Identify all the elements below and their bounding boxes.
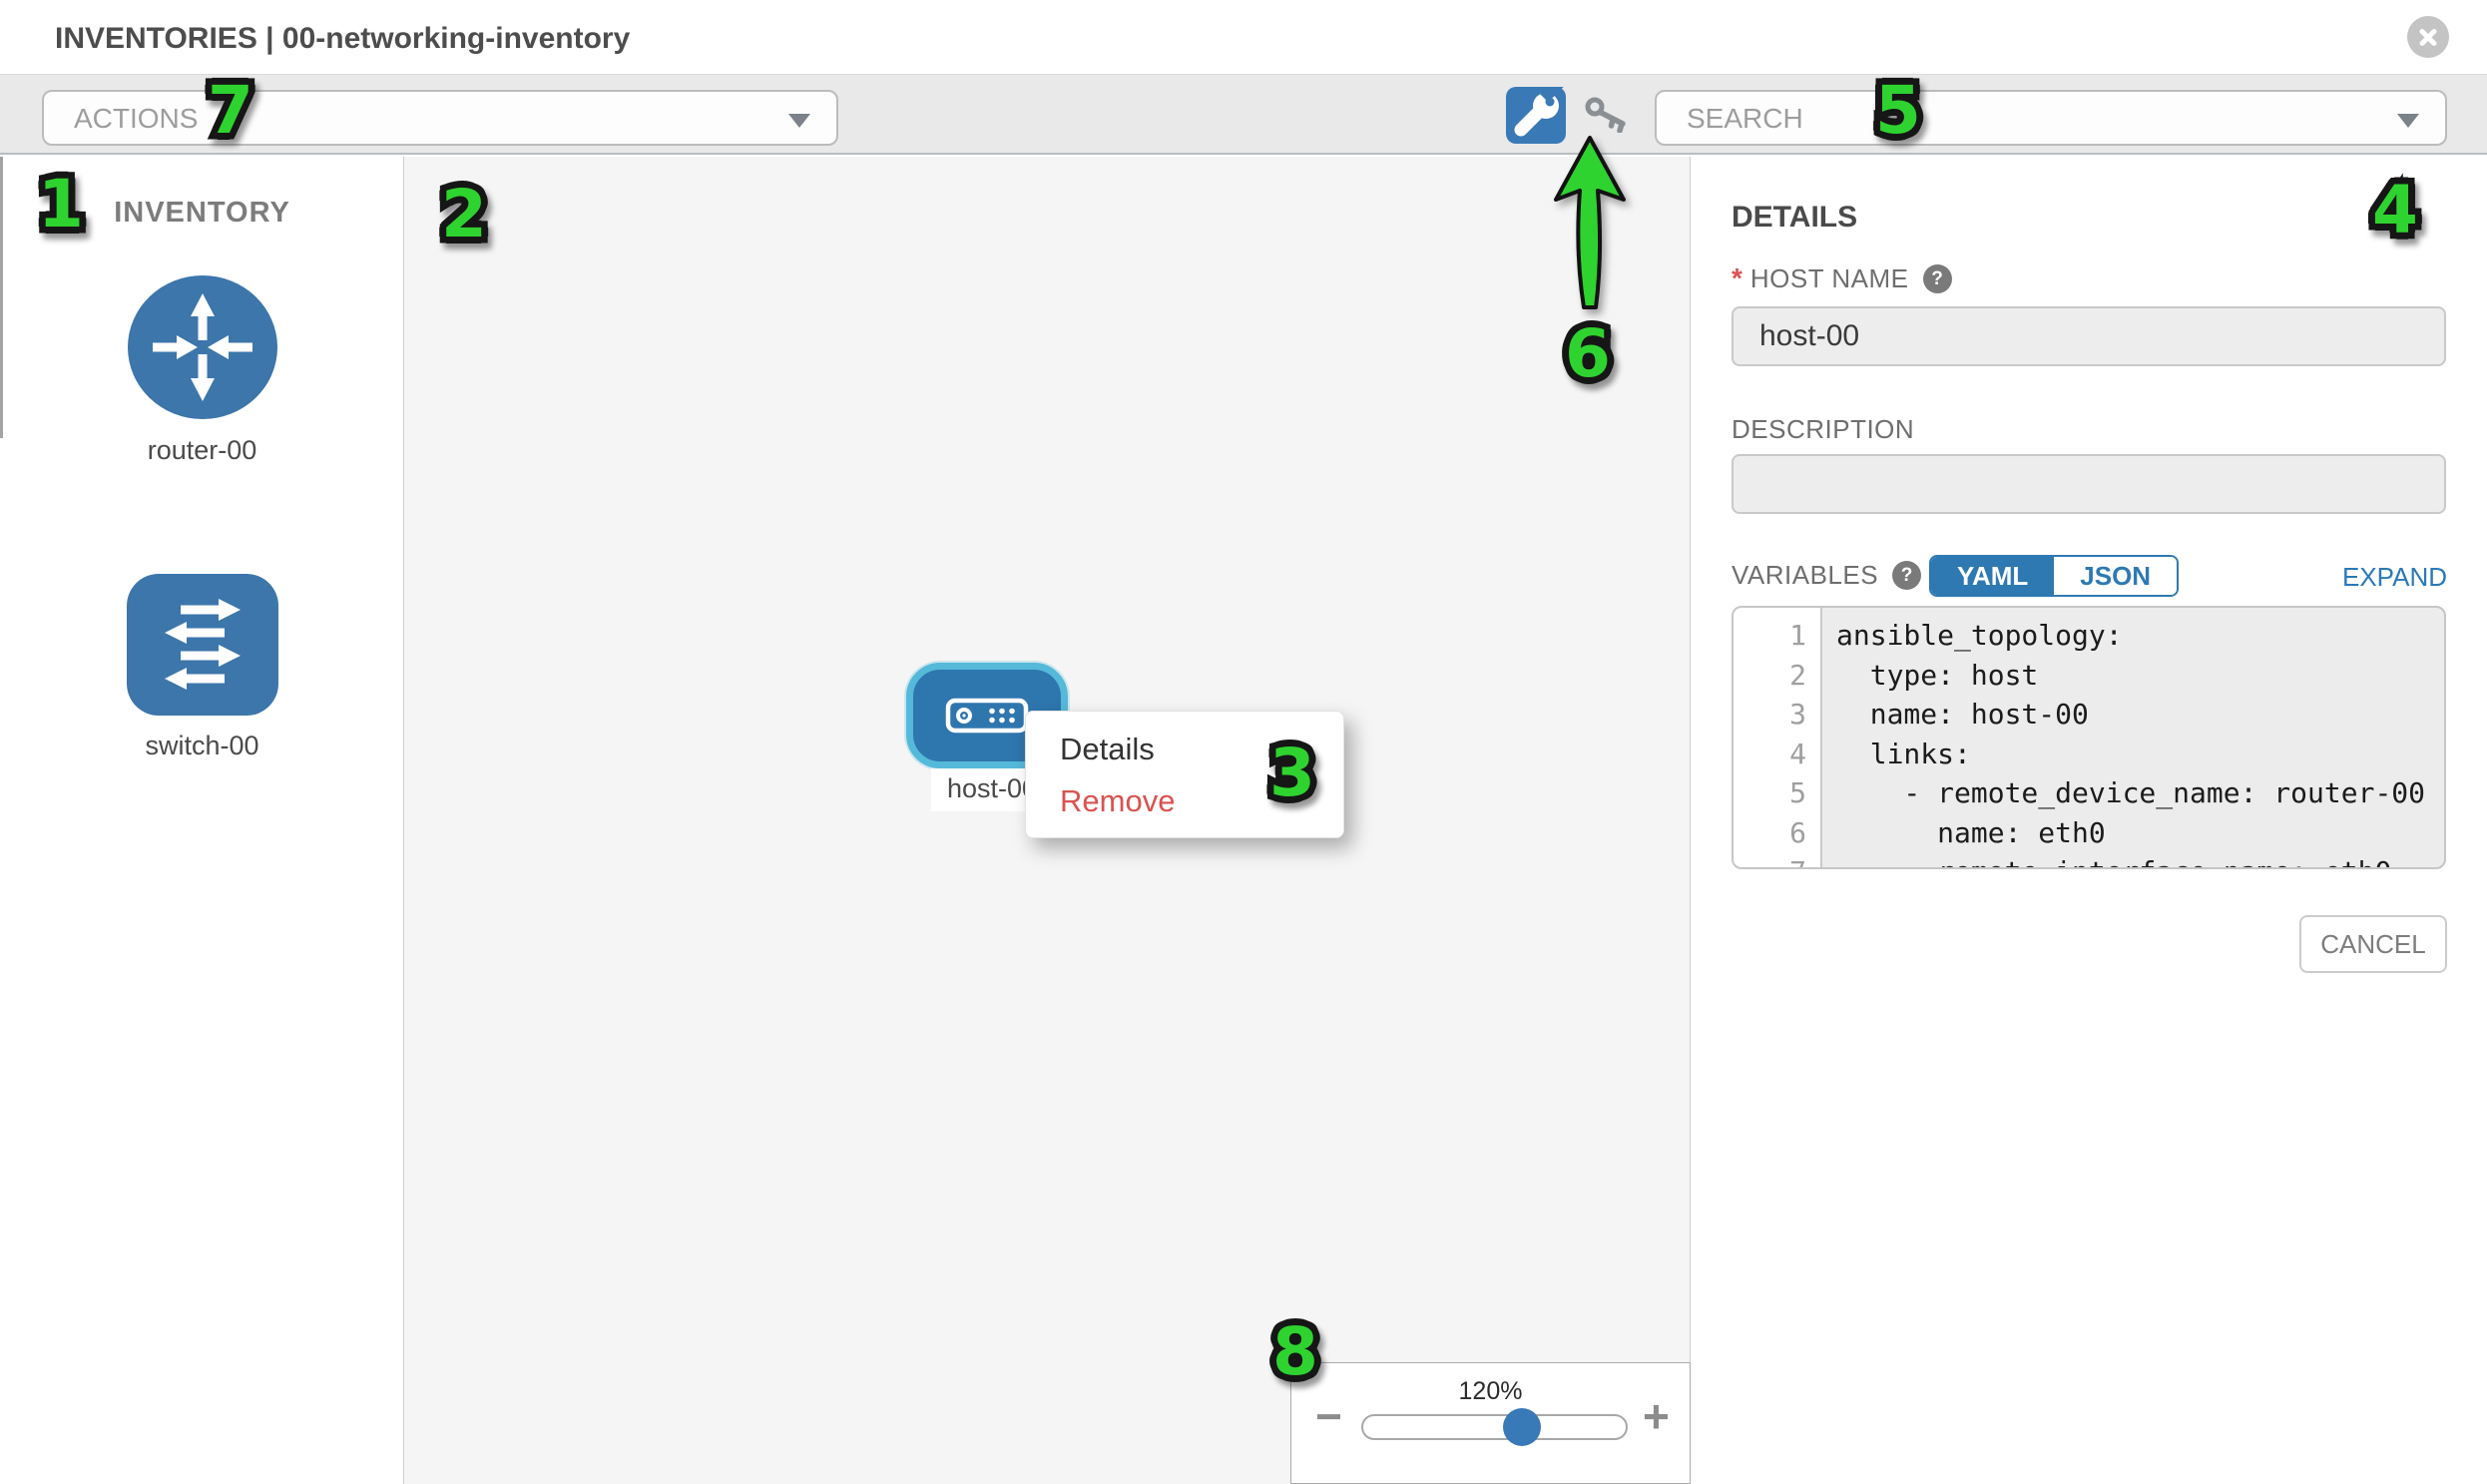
variables-format-toggle: YAML JSON [1929,555,2180,597]
details-panel-title: DETAILS [1732,201,1858,234]
device-label: switch-00 [145,731,259,760]
chevron-down-icon [2397,114,2419,128]
details-panel: DETAILS * HOST NAME ? DESCRIPTION VARIAB… [1691,157,2487,1484]
code-text: name: eth0 [1836,815,2106,849]
host-name-label-row: * HOST NAME ? [1732,262,1952,294]
code-text: type: host [1836,658,2039,692]
code-text: - remote_device_name: router-00 [1836,776,2426,809]
actions-dropdown[interactable]: ACTIONS [42,90,838,146]
annotation-7: 7 7 [202,71,260,150]
line-number: 4 [1734,734,1822,773]
host-icon [945,698,1029,734]
code-text: ansible_topology: [1836,619,2123,652]
line-number: 1 [1734,616,1822,656]
code-line: 3 name: host-00 [1734,695,2444,735]
annotation-arrow-icon [1554,136,1626,309]
zoom-in-button[interactable]: + [1643,1390,1670,1442]
header: INVENTORIES | 00-networking-inventory [0,0,2487,74]
annotation-5: 5 5 [1869,71,1928,150]
line-number: 5 [1734,773,1822,813]
code-line: 7 remote_interface_name: eth0 [1734,852,2444,867]
zoom-control-panel: 120% − + [1290,1362,1691,1484]
zoom-out-button[interactable]: − [1315,1390,1342,1442]
key-icon [1585,97,1626,134]
search-dropdown[interactable]: SEARCH [1655,90,2447,146]
page-title: INVENTORIES | 00-networking-inventory [55,22,631,55]
sidebar-device-router[interactable]: router-00 [0,274,404,466]
variables-label: VARIABLES [1732,560,1879,590]
router-icon [127,275,277,419]
search-dropdown-label: SEARCH [1687,103,1803,134]
context-menu: Details Remove [1025,711,1344,838]
toolbar: ACTIONS SEARCH [0,74,2487,155]
annotation-1: 1 1 [32,165,91,244]
inventory-sidebar: INVENTORY router-00 [0,157,404,1484]
annotation-6: 6 6 [1559,314,1618,393]
context-menu-item-remove[interactable]: Remove [1060,783,1176,818]
sidebar-title: INVENTORY [114,197,290,229]
expand-link[interactable]: EXPAND [2342,562,2447,592]
code-line: 2 type: host [1734,655,2444,695]
line-number: 2 [1734,655,1822,695]
code-line: 6 name: eth0 [1734,812,2444,852]
key-button[interactable] [1585,97,1629,134]
help-icon[interactable]: ? [1922,263,1952,293]
chevron-down-icon [788,114,810,128]
sidebar-device-switch[interactable]: switch-00 [0,574,404,761]
code-text: remote_interface_name: eth0 [1822,852,2391,867]
code-line: 4 links: [1734,734,2444,773]
topology-canvas[interactable]: host-00 Details Remove 120% − + [404,157,1691,1484]
zoom-level-value: 120% [1458,1377,1523,1405]
toggle-toolbox-button[interactable] [1506,77,1566,144]
line-number: 3 [1734,695,1822,735]
sidebar-edge-line [0,157,3,438]
tab-yaml[interactable]: YAML [1931,557,2055,595]
code-line: 5 - remote_device_name: router-00 [1734,773,2444,813]
annotation-8: 8 8 [1266,1312,1325,1391]
context-menu-item-details[interactable]: Details [1060,732,1155,766]
cancel-button[interactable]: CANCEL [2299,915,2447,973]
zoom-slider-track[interactable] [1361,1414,1628,1440]
code-line: 1 ansible_topology: [1734,616,2444,656]
line-number: 7 [1734,852,1822,867]
tab-json[interactable]: JSON [2054,557,2178,595]
description-field[interactable] [1732,454,2446,514]
annotation-3: 3 3 [1263,734,1322,812]
host-name-label: HOST NAME [1749,262,1909,293]
description-label: DESCRIPTION [1732,414,1915,444]
code-text: name: host-00 [1836,698,2089,731]
code-text: links: [1836,737,1971,770]
required-marker: * [1732,262,1742,293]
variables-label-row: VARIABLES ? [1732,560,1922,591]
device-label: router-00 [147,435,257,465]
annotation-4: 4 4 [2366,171,2425,249]
variables-code-editor[interactable]: 1 ansible_topology: 2 type: host 3 name:… [1732,606,2446,869]
help-icon[interactable]: ? [1892,561,1922,590]
annotation-2: 2 2 [435,175,494,253]
actions-dropdown-label: ACTIONS [74,103,199,134]
close-icon[interactable] [2407,16,2449,58]
switch-icon [126,574,278,716]
host-name-field[interactable] [1732,306,2446,366]
line-number: 6 [1734,812,1822,852]
zoom-slider-thumb[interactable] [1503,1408,1541,1446]
